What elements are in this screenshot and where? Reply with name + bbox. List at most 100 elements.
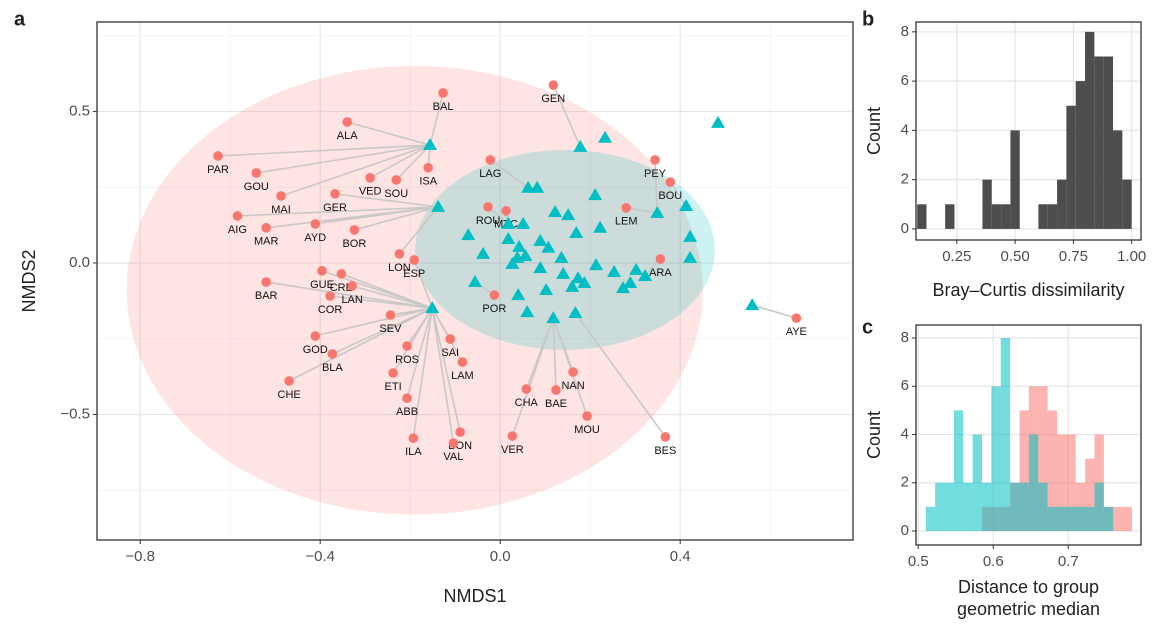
circle-point [342, 117, 353, 127]
point-label: LAG [479, 168, 501, 180]
y-tick-label: 0 [901, 522, 909, 539]
histogram-bar [991, 386, 1001, 532]
y-tick-label: 8 [901, 329, 909, 346]
x-axis-title: Bray–Curtis dissimilarity [932, 280, 1124, 300]
histogram-bar [972, 434, 982, 532]
link [398, 206, 439, 255]
histogram-bar [925, 506, 936, 532]
histogram-bar [1094, 56, 1104, 229]
circle-point [261, 277, 272, 287]
histogram-bar [1085, 31, 1095, 229]
histogram-bar [1038, 386, 1048, 532]
histogram-bar [1066, 434, 1076, 532]
point-label: POR [482, 303, 506, 315]
histogram-bar [1066, 506, 1076, 532]
triangle-point [588, 188, 603, 201]
link [429, 92, 444, 146]
point-label: PAR [207, 164, 229, 176]
circle-point [391, 175, 402, 185]
link [315, 307, 433, 337]
y-tick-label: 0.0 [69, 254, 90, 271]
triangle-point [638, 268, 653, 281]
link [489, 159, 529, 189]
triangle-point [539, 282, 554, 295]
histogram-bar [1085, 506, 1095, 532]
circle-point [388, 368, 398, 378]
histogram-bar [1122, 179, 1132, 229]
triangle-point [565, 279, 580, 292]
triangle-point [573, 139, 588, 152]
circle-point [251, 168, 262, 178]
y-tick-label: 2 [901, 171, 909, 188]
circle-point [336, 269, 347, 279]
triangle-point [683, 250, 698, 263]
circle-point [457, 357, 468, 367]
triangle-point [501, 232, 516, 245]
point-label: GUE [310, 279, 334, 291]
y-tick-label: −0.5 [60, 405, 90, 422]
y-tick-label: 6 [901, 72, 909, 89]
circle-point [402, 341, 412, 351]
y-tick-label: 2 [901, 474, 909, 491]
triangle-point [461, 228, 476, 241]
histogram-bar [1113, 130, 1123, 229]
point-label: BOR [342, 238, 366, 250]
triangle-point [650, 205, 665, 218]
triangle-point [629, 262, 644, 275]
link [751, 304, 797, 319]
x-tick-label: −0.4 [305, 548, 335, 565]
triangle-point [561, 208, 576, 221]
triangle-point [593, 220, 608, 233]
point-label: GER [323, 202, 347, 214]
point-label: LEM [615, 216, 638, 228]
histogram-bar [1113, 506, 1123, 532]
triangle-point [577, 275, 592, 288]
point-label: MOU [574, 424, 600, 436]
triangle-point [468, 275, 482, 288]
point-label: LON [388, 262, 411, 274]
triangle-point [616, 281, 631, 294]
histogram-bar [1085, 458, 1095, 532]
link [654, 159, 659, 213]
histogram-bar [935, 482, 945, 532]
circle-point [394, 249, 405, 259]
link [266, 206, 439, 229]
point-label: AYD [304, 232, 326, 244]
triangle-point [541, 240, 556, 253]
y-axis-title: Count [864, 107, 884, 155]
circle-point [438, 88, 448, 98]
link [288, 307, 433, 382]
point-label: VED [359, 186, 382, 198]
point-label: ROS [395, 354, 419, 366]
histogram-bar [1000, 338, 1011, 532]
point-label: CHA [515, 397, 539, 409]
point-label: BLA [322, 362, 343, 374]
link [431, 307, 464, 363]
x-axis-title: Distance to group [958, 577, 1099, 597]
triangle-point [476, 246, 491, 259]
triangle-point [520, 305, 535, 318]
circle-point [276, 191, 286, 201]
y-tick-label: 8 [901, 23, 909, 40]
y-axis-title: Count [864, 411, 884, 459]
link [431, 307, 461, 433]
circle-point [621, 203, 631, 213]
circle-point [489, 290, 500, 300]
link [256, 144, 431, 174]
link [218, 144, 431, 157]
point-label: SEV [379, 323, 402, 335]
link [334, 193, 439, 208]
point-label: GOU [244, 181, 269, 193]
circle-point [665, 177, 676, 187]
triangle-point [556, 266, 571, 279]
x-tick-label: 0.7 [1058, 553, 1079, 570]
triangle-point [533, 261, 548, 274]
histogram-bar [1001, 204, 1011, 229]
point-label: ESP [403, 268, 425, 280]
circle-point [261, 223, 272, 233]
histogram-bar [1038, 482, 1048, 532]
histogram-bar [1066, 105, 1076, 229]
histogram-bar [1028, 434, 1039, 532]
histogram-bar [1010, 130, 1020, 229]
